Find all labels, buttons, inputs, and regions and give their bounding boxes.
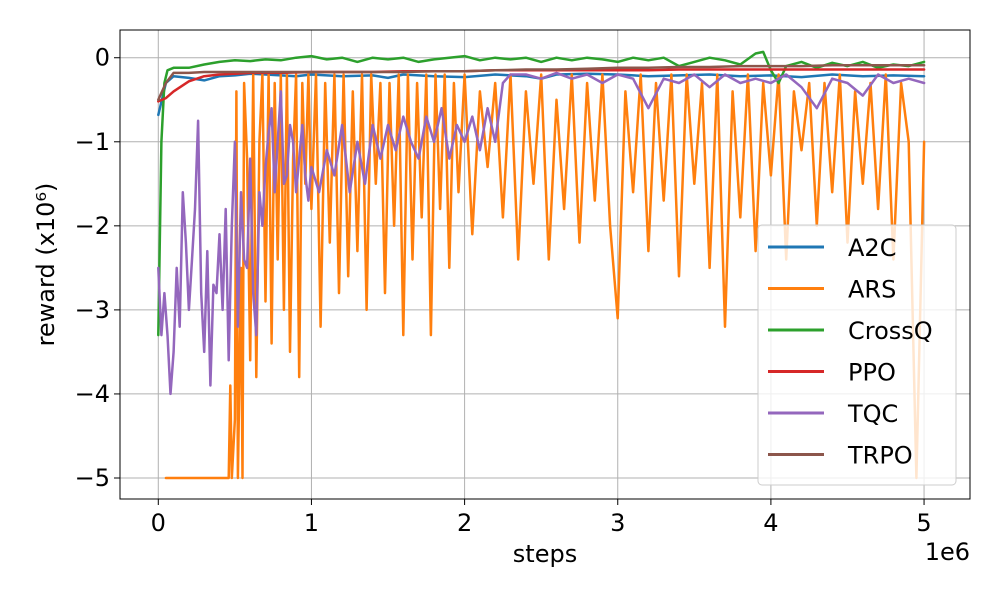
x-axis-label: steps <box>513 540 577 568</box>
legend-label-ars: ARS <box>848 276 896 304</box>
y-tick-label: −3 <box>75 296 110 324</box>
x-tick-label: 4 <box>763 509 778 537</box>
y-axis-label: reward (x10⁶) <box>32 183 60 347</box>
series-lines <box>157 50 926 480</box>
legend-label-trpo: TRPO <box>847 442 913 470</box>
y-tick-label: 0 <box>95 44 110 72</box>
plot-frame <box>119 29 971 500</box>
y-tick-label: −2 <box>75 212 110 240</box>
x-tick-label: 5 <box>916 509 931 537</box>
series-line-ars <box>164 73 926 480</box>
legend-label-tqc: TQC <box>847 400 898 428</box>
series-line-a2c <box>157 72 926 117</box>
legend-label-ppo: PPO <box>848 359 896 387</box>
y-tick-label: −5 <box>75 464 110 492</box>
series-line-tqc <box>157 71 926 396</box>
x-tick-label: 0 <box>151 509 166 537</box>
x-tick-label: 3 <box>610 509 625 537</box>
y-tick-label: −4 <box>75 380 110 408</box>
x-tick-label: 1 <box>304 509 319 537</box>
legend-label-crossq: CrossQ <box>848 317 933 345</box>
legend: A2C ARS CrossQ PPO TQC TRPO <box>757 224 957 486</box>
x-axis-ticks: 0 1 2 3 4 5 <box>151 499 932 537</box>
y-tick-label: −1 <box>75 128 110 156</box>
y-axis-ticks: 0 −1 −2 −3 −4 −5 <box>75 44 120 492</box>
series-line-trpo <box>157 64 926 102</box>
x-axis-offset-label: 1e6 <box>925 538 970 566</box>
legend-label-a2c: A2C <box>848 234 896 262</box>
x-tick-label: 2 <box>457 509 472 537</box>
